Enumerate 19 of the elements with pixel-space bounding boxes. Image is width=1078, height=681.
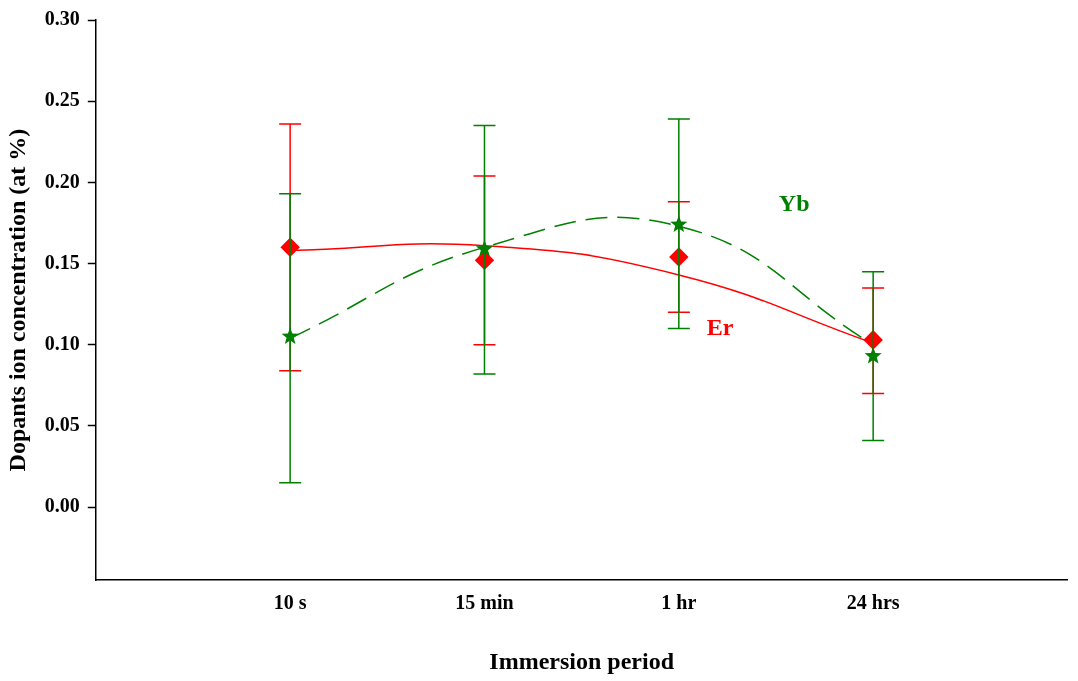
x-axis-title: Immersion period bbox=[489, 647, 675, 674]
y-tick-label: 0.05 bbox=[44, 413, 80, 436]
x-tick-label: 10 s bbox=[273, 591, 307, 614]
y-tick-label: 0.10 bbox=[44, 331, 80, 354]
point bbox=[475, 239, 494, 257]
y-tick-label: 0.25 bbox=[44, 88, 80, 111]
point bbox=[670, 215, 688, 232]
x-tick-label: 1 hr bbox=[661, 591, 697, 614]
x-tick-label: 15 min bbox=[455, 591, 514, 614]
y-tick-label: 0.30 bbox=[44, 7, 80, 30]
text: Er bbox=[706, 314, 734, 341]
y-tick-label: 0.00 bbox=[44, 494, 80, 517]
x-tick-label: 24 hrs bbox=[846, 591, 900, 614]
point bbox=[864, 347, 882, 364]
y-tick-label: 0.15 bbox=[44, 250, 80, 273]
y-tick-label: 0.20 bbox=[44, 169, 80, 192]
point bbox=[281, 327, 299, 344]
text: Yb bbox=[778, 189, 810, 216]
y-axis-title: Dopants ion concentration (at %) bbox=[3, 128, 30, 472]
